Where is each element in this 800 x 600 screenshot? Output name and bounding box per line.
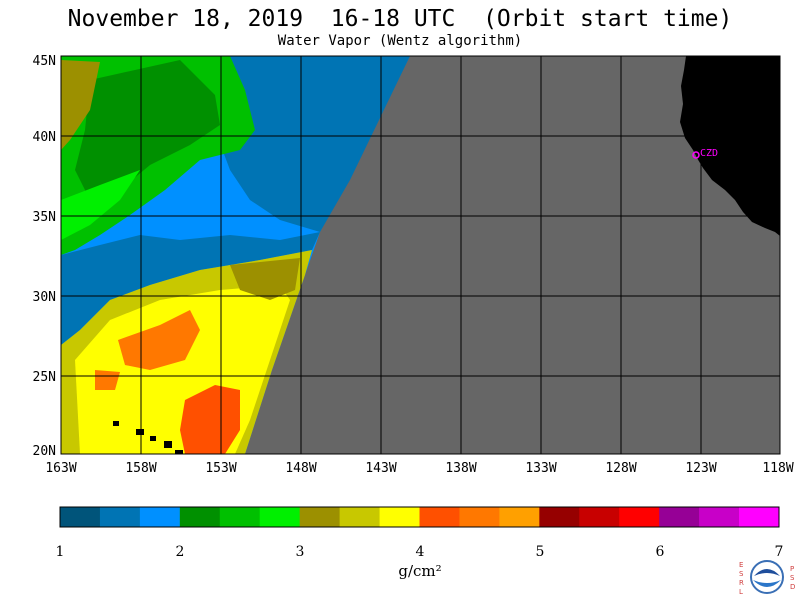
colorbar-tick-label: 5 <box>536 544 545 560</box>
logo-letter: S <box>790 574 795 582</box>
colorbar-unit: g/cm² <box>398 562 442 580</box>
colorbar-swatch <box>60 507 101 527</box>
map-field <box>61 56 780 454</box>
lon-label: 148W <box>285 461 316 476</box>
lat-label: 25N <box>33 370 56 385</box>
colorbar-swatch <box>259 507 301 527</box>
colorbar-swatch <box>459 507 500 527</box>
lon-label: 158W <box>125 461 156 476</box>
colorbar-tick-label: 4 <box>416 544 425 560</box>
noaa-gull-icon <box>754 569 780 576</box>
vapor-band-3.3 <box>230 258 300 300</box>
map-grid <box>60 55 781 455</box>
colorbar-swatch <box>219 507 261 527</box>
page-title: November 18, 2019 16-18 UTC (Orbit start… <box>67 6 733 32</box>
vapor-band-4.2-a <box>118 310 200 370</box>
vapor-band-1.6 <box>61 232 320 345</box>
colorbar-swatch <box>99 507 141 527</box>
logo-letter: R <box>739 579 744 587</box>
lat-label: 45N <box>33 54 56 69</box>
page-subtitle: Water Vapor (Wentz algorithm) <box>277 33 523 49</box>
lat-label: 30N <box>33 290 56 305</box>
logo-letter: D <box>790 583 795 591</box>
station-marker: CZD <box>692 148 718 159</box>
vapor-band-2.2 <box>75 60 220 200</box>
colorbar-tick-label: 7 <box>775 544 784 560</box>
colorbar-swatch <box>739 507 780 527</box>
logo-letter: S <box>739 570 744 578</box>
lon-labels: 163W 158W 153W 148W 143W 138W 133W 128W … <box>45 461 793 476</box>
lon-label: 123W <box>685 461 716 476</box>
colorbar-swatch <box>659 507 700 527</box>
lon-label: 143W <box>365 461 396 476</box>
logo-letter: L <box>739 588 743 596</box>
colorbar-swatch <box>379 507 420 527</box>
lon-label: 163W <box>45 461 76 476</box>
vapor-band-3.2 <box>61 60 100 150</box>
colorbar-border <box>59 506 780 528</box>
lon-label: 153W <box>205 461 236 476</box>
colorbar-tick-label: 1 <box>56 544 65 560</box>
colorbar-swatch <box>699 507 740 527</box>
colorbar-swatch <box>499 507 540 527</box>
lon-label: 138W <box>445 461 476 476</box>
lon-label: 133W <box>525 461 556 476</box>
colorbar-swatch <box>419 507 460 527</box>
colorbar-swatch <box>339 507 381 527</box>
land-north-america <box>680 56 780 236</box>
colorbar-swatch <box>179 507 221 527</box>
noaa-emblem <box>750 560 784 594</box>
vapor-band-4.2-b <box>180 385 240 454</box>
lat-labels: 45N 40N 35N 30N 25N 20N <box>33 54 56 459</box>
station-label: CZD <box>700 148 718 159</box>
lat-label: 20N <box>33 444 56 459</box>
vapor-band-2.8 <box>61 170 140 240</box>
lon-label: 118W <box>762 461 793 476</box>
logo-letter: E <box>739 561 743 569</box>
hawaii-islands <box>113 421 183 454</box>
colorbar <box>59 506 780 528</box>
lat-label: 35N <box>33 210 56 225</box>
lon-label: 128W <box>605 461 636 476</box>
colorbar-tick-labels: 1 2 3 4 5 6 7 <box>56 544 784 560</box>
lat-label: 40N <box>33 130 56 145</box>
colorbar-tick-label: 6 <box>656 544 665 560</box>
colorbar-swatch <box>139 507 181 527</box>
logo-letter: P <box>790 565 794 573</box>
colorbar-tick-label: 3 <box>296 544 305 560</box>
colorbar-swatch <box>299 507 341 527</box>
vapor-band-4.1 <box>95 370 120 390</box>
colorbar-swatch <box>539 507 580 527</box>
colorbar-tick-label: 2 <box>176 544 185 560</box>
colorbar-swatch <box>619 507 660 527</box>
colorbar-swatch <box>579 507 620 527</box>
esrl-psd-logo: E S R L P S D <box>739 560 795 596</box>
noaa-wave-icon <box>753 580 781 587</box>
